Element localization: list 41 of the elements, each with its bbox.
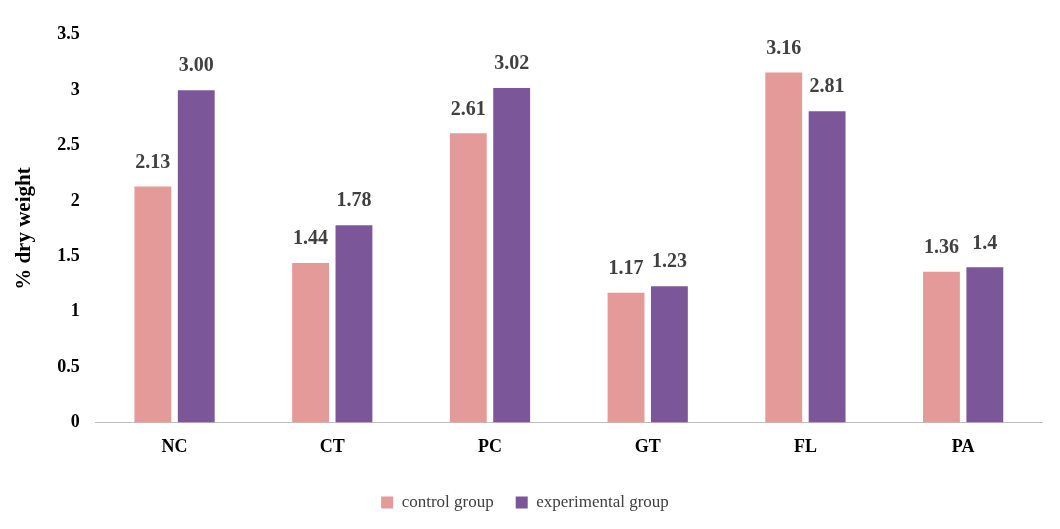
bar: [607, 292, 645, 423]
x-tick-label: PA: [951, 435, 975, 456]
data-label: 3.02: [494, 51, 530, 74]
y-tick-label: 2.5: [57, 134, 80, 155]
y-axis-title: % dry weight: [11, 167, 36, 290]
bar: [449, 133, 487, 423]
y-tick-label: 3.5: [57, 23, 80, 44]
data-label: 1.44: [293, 226, 329, 249]
y-tick-label: 3: [70, 78, 80, 99]
data-label: 2.13: [135, 149, 171, 172]
x-tick-label: FL: [793, 435, 817, 456]
data-label: 1.36: [923, 234, 959, 257]
data-label: 2.61: [450, 96, 486, 119]
data-label: 1.4: [972, 230, 998, 253]
bar: [292, 262, 330, 423]
bar: [177, 90, 215, 423]
bar: [650, 286, 688, 423]
data-label: 2.81: [809, 74, 845, 97]
bar: [493, 87, 531, 423]
data-label: 1.17: [608, 256, 644, 278]
y-tick-label: 2: [70, 189, 80, 210]
bar: [966, 267, 1004, 423]
bar: [134, 186, 172, 423]
y-tick-label: 1.5: [57, 244, 80, 265]
data-label: 1.23: [651, 249, 687, 272]
bar: [765, 72, 803, 423]
data-label: 3.16: [766, 35, 802, 58]
bar: [335, 225, 373, 423]
bar: [923, 271, 960, 423]
x-tick-label: NC: [161, 435, 188, 456]
bar: [808, 111, 846, 423]
y-tick-label: 1: [70, 300, 80, 321]
legend-label: control group: [401, 491, 494, 511]
x-tick-label: GT: [634, 435, 661, 456]
data-label: 1.78: [336, 188, 372, 211]
y-tick-label: 0: [70, 411, 80, 432]
x-tick-label: PC: [477, 435, 502, 456]
x-tick-label: CT: [319, 435, 345, 456]
y-tick-label: 0.5: [57, 355, 80, 376]
legend-label: experimental group: [536, 491, 669, 511]
data-label: 3.00: [178, 53, 214, 76]
